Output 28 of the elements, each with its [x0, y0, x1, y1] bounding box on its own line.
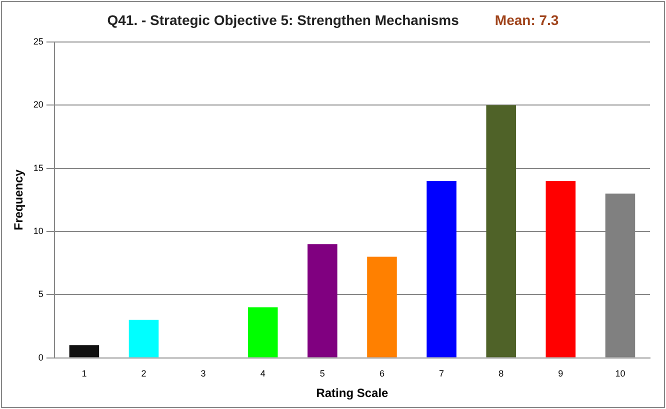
x-tick-label: 9	[558, 368, 564, 379]
x-tick-label: 10	[615, 368, 626, 379]
x-tick-label: 3	[200, 368, 206, 379]
bar	[426, 180, 456, 358]
x-tick-label: 5	[320, 368, 325, 379]
y-tick-label: 25	[33, 36, 44, 46]
chart-title: Q41. - Strategic Objective 5: Strengthen Mechanisms	[107, 12, 459, 28]
bar	[486, 105, 516, 358]
text: Mean: 7.3	[494, 12, 559, 28]
y-tick-label: 20	[33, 100, 44, 110]
bar	[248, 307, 278, 358]
bar	[69, 345, 100, 358]
x-tick-label: 1	[82, 368, 87, 379]
bar	[367, 256, 397, 358]
y-tick-label: 5	[38, 289, 44, 300]
y-axis-title: Frequency	[12, 169, 26, 230]
x-tick-label: 8	[498, 368, 504, 379]
x-tick-label: 6	[379, 368, 384, 379]
y-tick-label: 15	[33, 162, 44, 173]
bar	[546, 180, 576, 358]
bar	[128, 320, 159, 358]
y-tick-label: 10	[33, 226, 44, 236]
x-axis-title: Rating Scale	[316, 386, 389, 400]
bar	[308, 244, 338, 358]
x-tick-label: 2	[141, 368, 146, 379]
x-tick-label: 7	[439, 368, 444, 379]
x-tick-label: 4	[260, 368, 266, 379]
y-tick-label: 0	[38, 352, 44, 362]
